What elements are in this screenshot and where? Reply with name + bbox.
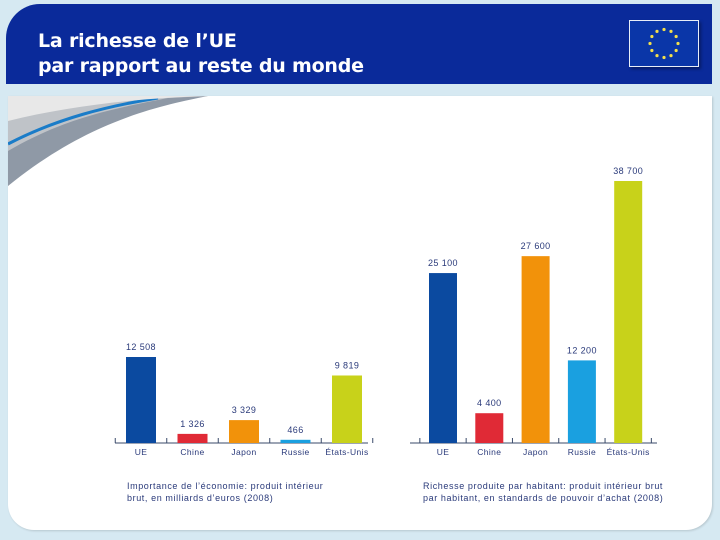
data-label: 12 508 <box>126 342 156 352</box>
flag-star <box>669 29 673 33</box>
bar-russie <box>567 360 596 443</box>
bar-ue <box>126 357 156 443</box>
category-label: Russie <box>568 447 596 457</box>
flag-star <box>655 54 659 58</box>
flag-star <box>650 48 654 53</box>
header-banner <box>6 4 712 84</box>
category-label: UE <box>437 447 450 457</box>
chart-1: 12 508 UE 1 326 Chine 3 329 Japon 466 Russie 9 8… <box>114 342 374 457</box>
bar-japon <box>521 256 550 443</box>
flag-star <box>662 55 666 60</box>
chart1-caption-line-2: brut, en milliards d’euros (2008) <box>127 493 274 503</box>
data-label: 12 200 <box>567 345 597 355</box>
chart2-caption: Richesse produite par habitant: produit … <box>423 480 663 504</box>
bar-etats-unis <box>614 181 643 443</box>
chart1-caption: Importance de l’économie: produit intéri… <box>127 480 323 504</box>
bar-etats-unis <box>332 375 362 443</box>
category-label: États-Unis <box>607 447 650 457</box>
category-label: Russie <box>281 447 309 457</box>
category-label: États-Unis <box>325 447 368 457</box>
chart1-caption-line-1: Importance de l’économie: produit intéri… <box>127 481 324 491</box>
flag-star <box>648 41 652 46</box>
bar-ue <box>429 273 457 443</box>
eu-flag-icon <box>629 20 699 67</box>
flag-star <box>655 29 659 33</box>
category-label: Japon <box>523 447 548 457</box>
data-label: 1 326 <box>180 419 205 429</box>
data-label: 3 329 <box>232 405 257 415</box>
bar-chine <box>177 433 208 443</box>
page-title: La richesse de l’UE par rapport au reste… <box>38 29 364 79</box>
title-line-2: par rapport au reste du monde <box>38 55 364 77</box>
data-label: 4 400 <box>477 398 502 408</box>
data-label: 27 600 <box>521 241 551 251</box>
chart2-caption-line-2: par habitant, en standards de pouvoir d’… <box>423 493 664 503</box>
decorative-swoosh <box>8 96 208 186</box>
flag-star <box>674 34 678 39</box>
chart-2: 25 100 UE 4 400 Chine 27 600 Japon 12 200 Russi… <box>410 166 657 457</box>
bar-chine <box>475 413 504 443</box>
flag-star <box>669 54 673 58</box>
flag-star <box>662 27 666 32</box>
data-label: 25 100 <box>428 258 458 268</box>
content-panel <box>8 96 712 530</box>
bar-japon <box>229 420 259 443</box>
flag-star <box>674 48 678 53</box>
category-label: Chine <box>477 447 501 457</box>
data-label: 38 700 <box>613 166 643 176</box>
chart2-caption-line-1: Richesse produite par habitant: produit … <box>423 481 664 491</box>
bar-russie <box>280 439 311 443</box>
category-label: Chine <box>180 447 204 457</box>
category-label: UE <box>135 447 148 457</box>
flag-star <box>676 41 680 46</box>
flag-star <box>650 34 654 39</box>
title-line-1: La richesse de l’UE <box>38 30 237 52</box>
data-label: 466 <box>287 425 303 435</box>
category-label: Japon <box>231 447 256 457</box>
data-label: 9 819 <box>335 360 360 370</box>
